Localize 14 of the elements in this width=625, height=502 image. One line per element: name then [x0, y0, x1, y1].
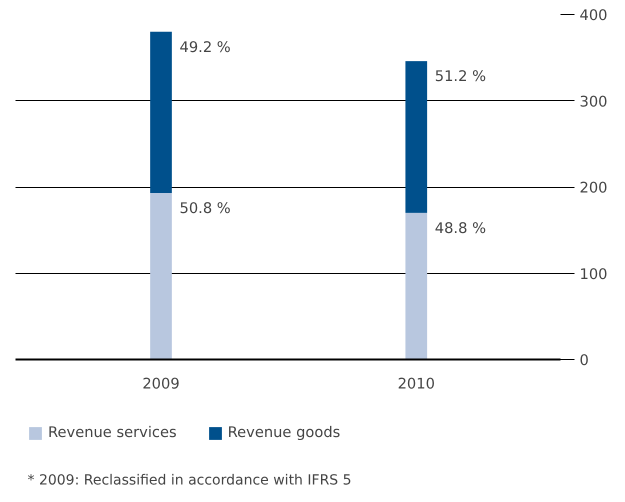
- annotation: 51.2 %: [434, 68, 486, 86]
- y-tick-label: 0: [580, 352, 589, 369]
- annotation: 48.8 %: [434, 220, 486, 237]
- annotation: 49.2 %: [180, 38, 231, 56]
- y-tick-label: 300: [580, 93, 608, 110]
- legend-label: Revenue goods: [228, 424, 340, 441]
- annotation: 50.8 %: [180, 200, 231, 218]
- y-tick-label: 200: [580, 180, 608, 196]
- x-tick-label: 2010: [398, 376, 435, 392]
- text: * 2009: Reclassified in accordance with IFRS 5: [28, 472, 352, 488]
- x-tick-label: 2009: [142, 376, 180, 392]
- y-tick-label: 400: [580, 7, 608, 24]
- y-tick-label: 100: [580, 266, 608, 283]
- legend-label: Revenue services: [48, 424, 177, 441]
